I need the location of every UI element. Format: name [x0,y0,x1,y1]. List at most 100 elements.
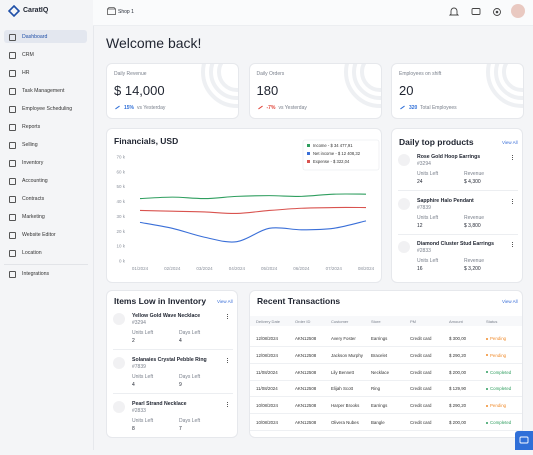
cell: Credit card [410,369,432,375]
nav-icon [9,160,16,167]
cell: Credit card [410,352,432,358]
status-dot [486,387,488,390]
x-tick-label: 08/2024 [358,266,375,271]
top-products-card: Daily top products View All Rose Gold Ho… [391,128,523,283]
stat-value: 180 [256,83,279,98]
kebab-menu[interactable] [227,314,229,319]
y-tick-label: 10 k [116,244,125,249]
row-divider [250,362,522,364]
kebab-menu[interactable] [227,402,229,407]
cell: Credit card [410,386,432,392]
view-all-link[interactable]: View All [217,299,233,304]
view-all-link[interactable]: View All [502,140,518,145]
cell: Harper Brooks [331,403,360,409]
row-divider [250,379,522,381]
units-value: 4 [132,382,135,388]
units-label: Units Left [132,330,154,336]
days-value: 7 [179,426,182,432]
kebab-menu[interactable] [227,358,229,363]
cell: $ 200,00 [449,369,467,375]
deco-ring [217,64,238,92]
nav-item[interactable]: Inventory [22,160,44,166]
nav-icon [9,142,16,149]
nav-item[interactable]: Selling [22,142,38,148]
cell: Bracelet [371,352,388,358]
deco-ring [359,64,381,92]
legend-swatch [307,160,310,163]
nav-item[interactable]: Accounting [22,178,48,184]
chat-icon [519,436,529,444]
nav-item[interactable]: HR [22,70,30,76]
cell: $ 129,90 [449,386,467,392]
x-tick-label: 05/2024 [261,266,278,271]
cell: 11/08/2024 [256,386,278,392]
view-all-link[interactable]: View All [502,299,518,304]
user-avatar[interactable] [511,4,525,18]
cell: 10/08/2024 [256,420,278,425]
cell: Earrings [371,403,388,409]
cell: Elijah Scott [331,386,353,392]
product-name: Diamond Cluster Stud Earrings [417,241,494,247]
chart-title: Financials, USD [114,136,178,146]
product-id: #3294 [417,161,431,167]
kebab-menu[interactable] [512,198,514,204]
nav-item[interactable]: Location [22,250,42,256]
shop-icon [107,7,116,15]
chat-button[interactable] [515,431,533,450]
cell: Earrings [371,336,388,341]
column-header: PM [410,319,416,324]
topbar: Shop 1 [93,0,533,26]
y-tick-label: 40 k [116,199,125,204]
financials-chart: Financials, USD 0 k 10 k 20 k 30 k 40 k 50 k 6… [114,136,380,271]
column-header: Store [371,319,381,324]
stat-change: -7% [266,105,276,111]
notification-icon[interactable] [448,6,460,18]
stat-value: $ 14,000 [114,83,165,98]
column-header: Status [486,319,498,324]
status: Pending [490,403,507,409]
status-dot [486,421,488,424]
item-name: Pearl Strand Necklace [132,401,187,407]
kebab-menu[interactable] [512,155,514,160]
nav-item[interactable]: Marketing [22,214,45,220]
nav-icon [9,70,16,77]
cell: Credit card [410,403,432,409]
messages-icon[interactable] [470,6,482,18]
deco-ring [486,64,523,108]
revenue-label: Revenue [464,171,485,177]
divider [113,393,233,394]
stat-card: Daily Revenue $ 14,000 15% vs Yesterday [106,63,239,119]
units-label: Units Left [417,258,439,264]
status: Completed [490,386,512,392]
cell: Jackson Murphy [331,352,363,358]
deco-ring [201,64,238,108]
shop-selector[interactable]: Shop 1 [118,9,134,15]
product-name: Rose Gold Hoop Earrings [417,154,481,160]
product-image [398,241,410,253]
cell: Olivera Nubes [331,420,359,425]
nav-item[interactable]: Employee Scheduling [22,106,73,112]
deco-ring [209,64,238,100]
item-name: Solanaies Crystal Pebble Ring [132,357,207,363]
status: Completed [490,420,512,425]
series-line [139,193,367,200]
product-image [398,154,410,166]
divider [398,190,518,191]
nav-item[interactable]: Website Editor [22,232,56,238]
divider [398,233,518,235]
nav-item[interactable]: CRM [22,52,34,58]
nav-item[interactable]: Dashboard [22,34,48,40]
nav-item[interactable]: Contracts [22,196,45,202]
kebab-menu[interactable] [512,242,514,247]
deco-ring [494,64,523,100]
card-decoration [486,64,523,108]
legend-box [302,139,380,171]
cell: Ring [371,386,381,392]
cell: AKN12508 [295,420,317,425]
deco-ring [351,64,381,100]
nav-item[interactable]: Integrations [22,271,50,277]
nav-item[interactable]: Task Management [22,88,65,94]
settings-icon[interactable] [491,6,503,18]
nav-item[interactable]: Reports [22,124,41,130]
